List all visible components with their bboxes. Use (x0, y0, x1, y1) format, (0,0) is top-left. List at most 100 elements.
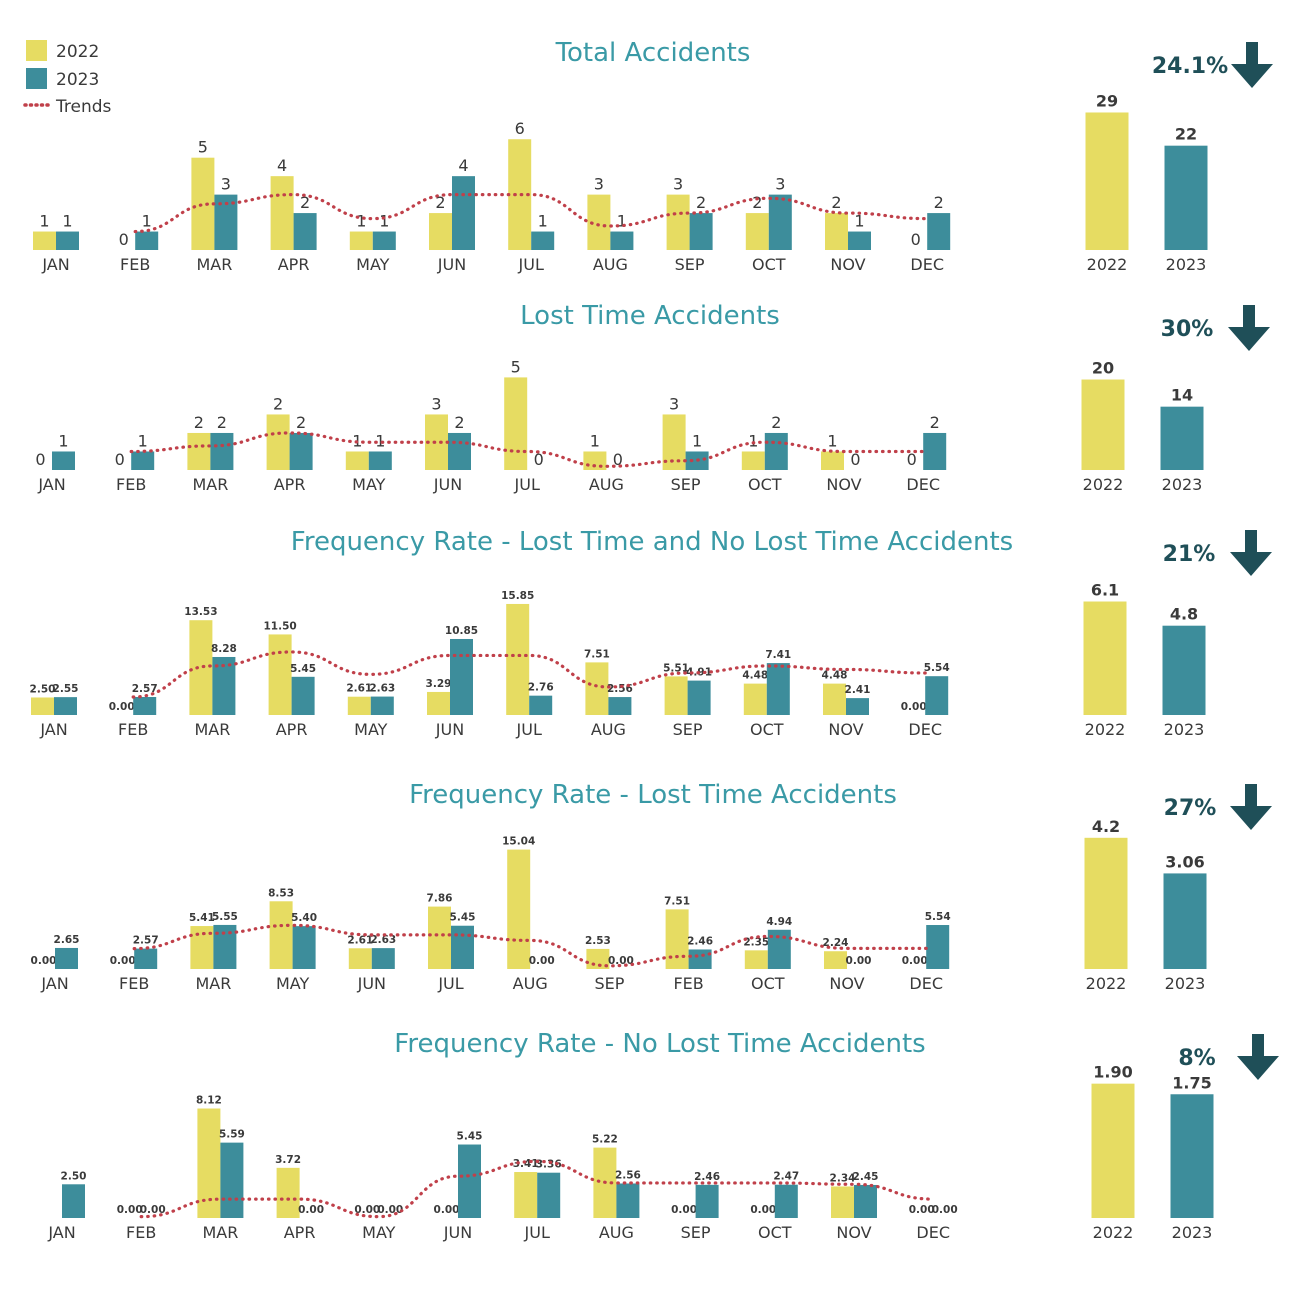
legend-swatch-2022 (26, 40, 47, 61)
data-label: 1 (375, 431, 385, 450)
summary-category-label: 2022 (1083, 475, 1124, 494)
bar-2023-mar (213, 924, 237, 969)
bar-2022-sep (664, 676, 688, 715)
data-label: 0.00 (909, 1204, 935, 1216)
data-label: 5.54 (925, 911, 951, 923)
bar-2023-jun (371, 948, 395, 969)
bar-2023-jan (55, 947, 78, 969)
data-label: 1 (138, 431, 148, 450)
chart-title: Frequency Rate - Lost Time Accidents (409, 780, 897, 810)
bar-2023-oct (768, 194, 792, 250)
arrow-down-icon (1230, 784, 1272, 830)
data-label: 5 (198, 138, 208, 157)
data-label: 15.04 (502, 836, 535, 848)
data-label: 0.00 (109, 701, 135, 713)
data-label: 0 (911, 230, 921, 249)
bar-2022-jul (504, 377, 528, 470)
bar-2023-may (370, 696, 394, 715)
data-label: 11.50 (263, 620, 296, 632)
data-label: 1 (62, 212, 72, 231)
category-label: FEB (119, 974, 149, 993)
data-label: 5.45 (290, 663, 316, 675)
data-label: 0.00 (31, 955, 57, 967)
data-label: 2.47 (773, 1171, 799, 1183)
data-label: 2 (217, 413, 227, 432)
bar-2023-oct (767, 929, 791, 969)
data-label: 2 (454, 413, 464, 432)
category-label: APR (274, 475, 306, 494)
category-label: JUL (518, 255, 544, 274)
bar-2023-sep (687, 680, 711, 715)
summary-bar-2022 (1085, 112, 1129, 250)
bar-2022-aug (507, 849, 531, 969)
data-label: 0 (850, 450, 860, 469)
category-label: AUG (599, 1223, 634, 1242)
bar-2022-nov (823, 683, 846, 715)
data-label: 1 (827, 431, 837, 450)
bar-2022-mar (191, 157, 215, 250)
bar-2023-jun (450, 638, 473, 715)
summary-category-label: 2023 (1162, 475, 1203, 494)
data-label: 1 (748, 431, 758, 450)
data-label: 7.51 (584, 648, 610, 660)
category-label: APR (278, 255, 310, 274)
chart-panel-3: Frequency Rate - Lost Time and No Lost T… (30, 527, 1272, 739)
category-label: AUG (593, 255, 628, 274)
summary-value: 20 (1092, 359, 1114, 378)
data-label: 2 (930, 413, 940, 432)
data-label: 5.22 (592, 1134, 618, 1146)
data-label: 2 (194, 413, 204, 432)
data-label: 2.63 (369, 683, 395, 695)
category-label: MAY (362, 1223, 396, 1242)
arrow-down-icon (1237, 1034, 1279, 1080)
bar-2023-sep (689, 213, 713, 250)
data-label: 3.36 (536, 1159, 562, 1171)
bar-2022-oct (741, 451, 765, 470)
bar-2022-may (349, 231, 373, 250)
data-label: 3 (594, 175, 604, 194)
bar-2023-oct (764, 432, 788, 470)
bar-2023-jun (458, 1144, 481, 1218)
bar-2022-oct (744, 950, 768, 969)
data-label: 5.45 (457, 1131, 483, 1143)
data-label: 0 (115, 450, 125, 469)
summary-category-label: 2023 (1165, 974, 1206, 993)
category-label: AUG (591, 720, 626, 739)
category-label: JUN (435, 720, 464, 739)
summary-bar-2022 (1091, 1083, 1135, 1218)
category-label: JAN (39, 720, 67, 739)
bar-2023-aug (616, 1183, 640, 1218)
data-label: 10.85 (445, 625, 478, 637)
bar-2022-mar (187, 432, 211, 470)
summary-value: 4.8 (1170, 605, 1198, 624)
bar-2023-jan (62, 1184, 85, 1218)
summary-category-label: 2022 (1085, 720, 1126, 739)
data-label: 1 (617, 212, 627, 231)
data-label: 6 (515, 119, 525, 138)
bar-2022-apr (270, 176, 294, 250)
data-label: 0 (613, 450, 623, 469)
data-label: 1 (379, 212, 389, 231)
bar-2023-may (372, 231, 396, 250)
category-label: JUN (443, 1223, 472, 1242)
change-percent: 8% (1178, 1046, 1215, 1071)
summary-category-label: 2023 (1172, 1223, 1213, 1242)
data-label: 1 (590, 431, 600, 450)
chart-title: Total Accidents (555, 38, 751, 68)
bar-2023-apr (291, 676, 315, 715)
bar-2023-jul (531, 231, 555, 250)
bar-2023-dec (927, 213, 951, 250)
chart-title: Lost Time Accidents (520, 301, 780, 331)
data-label: 0.00 (932, 1204, 958, 1216)
data-label: 0.00 (354, 1204, 380, 1216)
bar-2022-feb (665, 909, 689, 969)
category-label: JAN (47, 1223, 75, 1242)
bar-2022-jun (429, 213, 452, 250)
data-label: 7.41 (765, 649, 791, 661)
summary-value: 1.75 (1172, 1073, 1211, 1092)
category-label: MAR (196, 255, 232, 274)
data-label: 0.00 (750, 1204, 776, 1216)
bar-2022-mar (197, 1108, 221, 1218)
